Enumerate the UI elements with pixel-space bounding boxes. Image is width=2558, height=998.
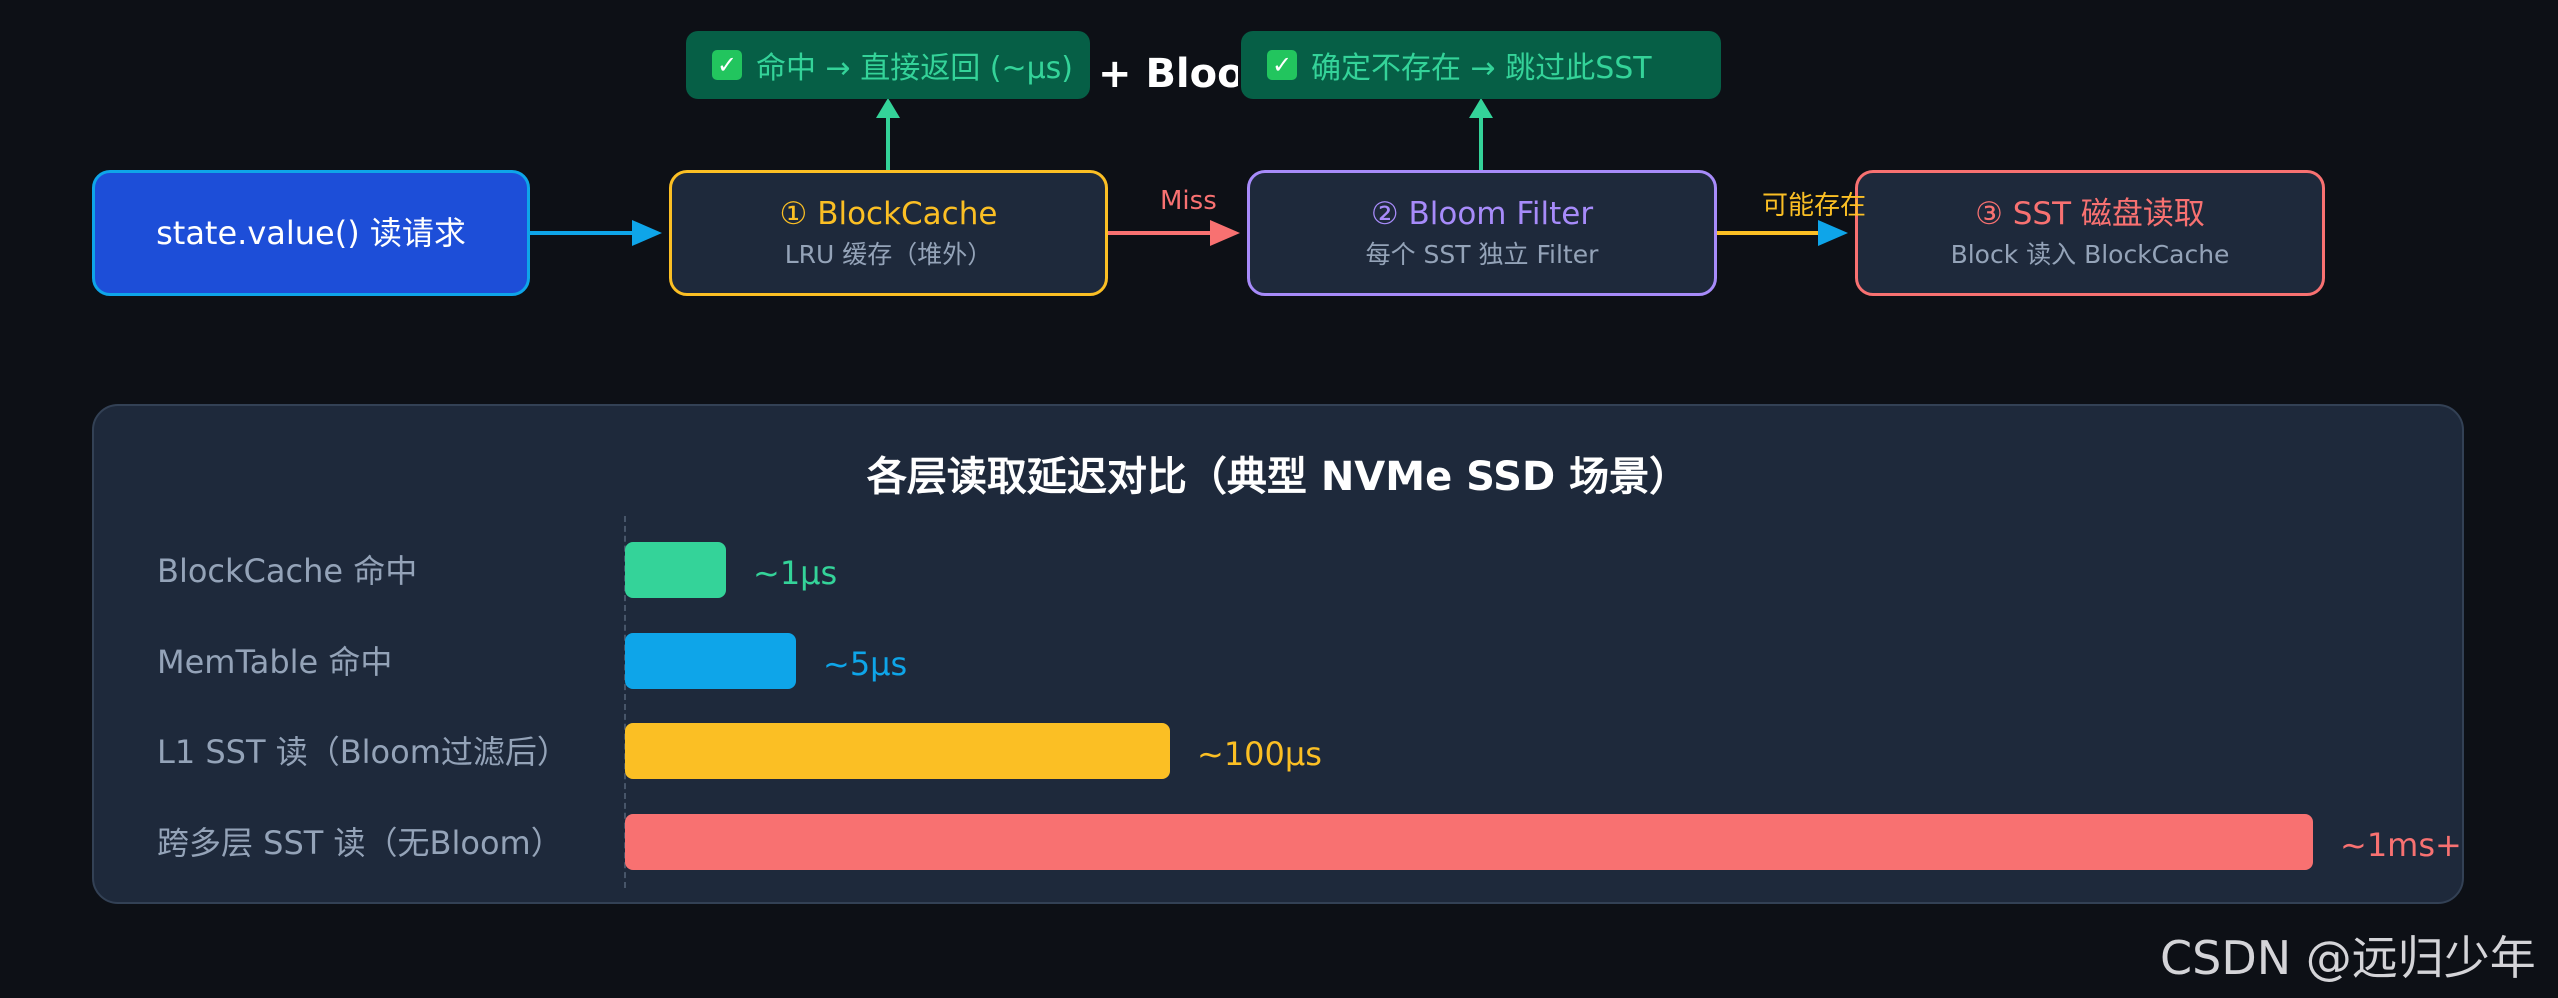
arrow-request-to-cache: [530, 220, 662, 246]
bar-axis-baseline: [624, 516, 626, 888]
watermark: CSDN @远归少年: [2160, 931, 2536, 985]
edge-label-maybe: 可能存在: [1762, 191, 1867, 221]
arrow-bloom-to-sst: [1717, 220, 1848, 246]
cache-hit-result: ✓ 命中 → 直接返回 (~μs): [686, 31, 1090, 99]
latency-bar: [625, 723, 1170, 779]
check-icon: ✓: [1267, 50, 1297, 80]
bar-row: BlockCache 命中 ~1μs: [94, 542, 2462, 600]
bloom-filter-node-label: ② Bloom Filter: [1370, 196, 1594, 232]
bar-category-label: 跨多层 SST 读（无Bloom）: [157, 823, 563, 862]
latency-bar: [625, 813, 2313, 870]
cache-hit-text: 命中 → 直接返回 (~μs): [756, 51, 1074, 86]
bar-category-label: BlockCache 命中: [157, 552, 418, 590]
bloom-filter-node-sub: 每个 SST 独立 Filter: [1365, 240, 1599, 269]
bar-row: 跨多层 SST 读（无Bloom） ~1ms+: [94, 813, 2462, 872]
latency-bar: [625, 632, 796, 689]
latency-bar: [625, 542, 726, 598]
bar-value-label: ~100μs: [1197, 735, 1322, 773]
edge-label-miss: Miss: [1160, 186, 1217, 216]
bar-row: L1 SST 读（Bloom过滤后） ~100μs: [94, 723, 2462, 781]
sst-read-node: ③ SST 磁盘读取 Block 读入 BlockCache: [1855, 170, 2325, 296]
flow-connectors: [530, 98, 1848, 246]
arrow-cache-to-hit: [876, 98, 900, 170]
bar-value-label: ~1ms+: [2340, 825, 2462, 864]
diagram-partial-title: + Bloom: [1098, 51, 1238, 97]
bar-value-label: ~1μs: [753, 554, 838, 592]
bar-category-label: MemTable 命中: [157, 642, 393, 681]
request-node-label: state.value() 读请求: [156, 214, 466, 252]
block-cache-node-sub: LRU 缓存（堆外）: [784, 240, 993, 269]
check-icon: ✓: [712, 50, 742, 80]
sst-read-node-label: ③ SST 磁盘读取: [1975, 196, 2205, 232]
bar-value-label: ~5μs: [823, 644, 908, 683]
bar-category-label: L1 SST 读（Bloom过滤后）: [157, 733, 569, 771]
block-cache-node: ① BlockCache LRU 缓存（堆外）: [669, 170, 1108, 296]
block-cache-node-label: ① BlockCache: [779, 196, 998, 232]
bloom-skip-result: ✓ 确定不存在 → 跳过此SST: [1241, 31, 1721, 99]
bloom-skip-text: 确定不存在 → 跳过此SST: [1311, 51, 1652, 86]
latency-panel: 各层读取延迟对比（典型 NVMe SSD 场景） BlockCache 命中 ~1…: [92, 404, 2464, 904]
arrow-bloom-to-skip: [1469, 98, 1493, 170]
arrow-cache-to-bloom: [1108, 220, 1240, 246]
latency-panel-title: 各层读取延迟对比（典型 NVMe SSD 场景）: [866, 454, 1690, 500]
bar-row: MemTable 命中 ~5μs: [94, 632, 2462, 691]
sst-read-node-sub: Block 读入 BlockCache: [1950, 240, 2230, 269]
request-node: state.value() 读请求: [92, 170, 530, 296]
bloom-filter-node: ② Bloom Filter 每个 SST 独立 Filter: [1247, 170, 1717, 296]
